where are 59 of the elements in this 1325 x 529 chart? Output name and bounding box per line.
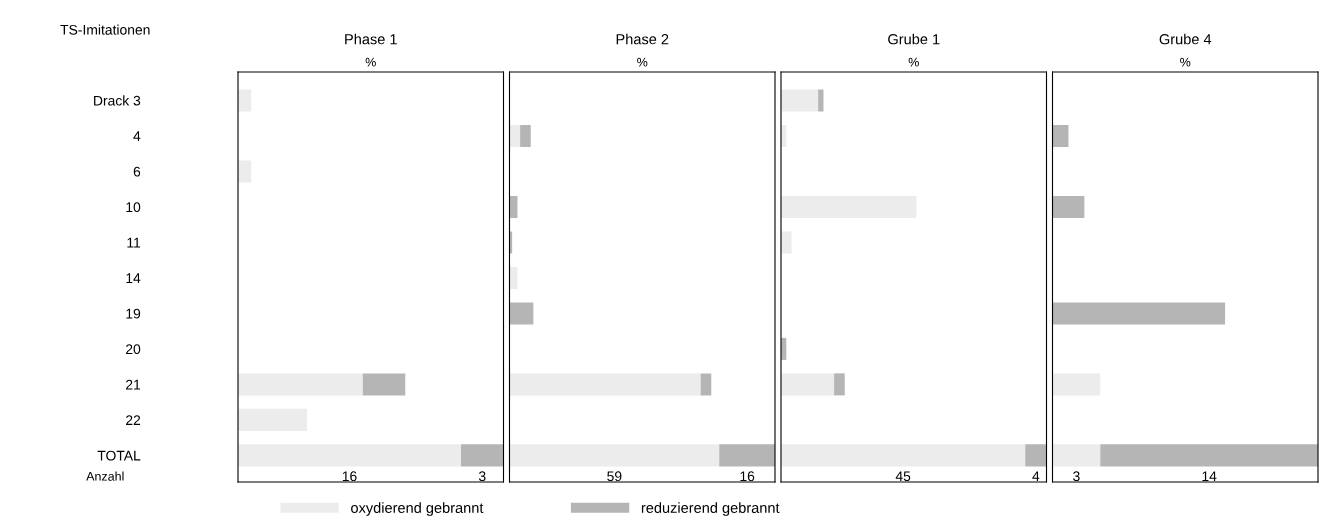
- annotation: 16: [740, 471, 755, 482]
- legend-label: reduzierend gebrannt: [641, 502, 780, 516]
- bar: [238, 160, 252, 183]
- x-axis-title: %: [908, 57, 919, 67]
- x-axis-title: %: [637, 57, 648, 67]
- bar: [1052, 444, 1101, 467]
- bar: [1025, 444, 1047, 467]
- bar: [1052, 124, 1069, 147]
- bar: [238, 444, 462, 467]
- bar: [238, 89, 252, 112]
- bar: [362, 373, 406, 396]
- y-tick-label: Drack 3: [94, 95, 141, 106]
- annotation: 4: [1032, 471, 1040, 481]
- bar: [238, 408, 308, 431]
- chart-title: Grube 1: [888, 33, 940, 45]
- annotation: 16: [342, 471, 357, 482]
- x-axis-title: %: [1180, 57, 1191, 67]
- x-axis-title: %: [365, 57, 376, 67]
- y-tick-label: 4: [133, 131, 141, 141]
- bar: [1052, 195, 1085, 218]
- bar: [834, 373, 845, 396]
- bar: [781, 195, 917, 218]
- text: Anzahl: [86, 471, 124, 481]
- bar: [781, 231, 792, 254]
- bar: [238, 373, 363, 396]
- y-tick-label: TOTAL: [97, 450, 141, 461]
- bar: [461, 444, 504, 467]
- annotation: 14: [1202, 471, 1217, 481]
- y-tick-label: 19: [126, 308, 141, 319]
- y-tick-label: 22: [126, 415, 141, 425]
- bar: [781, 89, 819, 112]
- annotation: 45: [895, 471, 911, 482]
- annotation: 3: [1073, 471, 1080, 482]
- y-tick-label: 20: [126, 344, 141, 355]
- legend-label: oxydierend gebrannt: [351, 502, 484, 516]
- bar: [818, 89, 824, 112]
- y-tick-label: 10: [126, 202, 141, 213]
- bar: [509, 124, 521, 147]
- bar: [781, 444, 1026, 467]
- bar: [509, 444, 720, 467]
- chart-title: Grube 4: [1159, 33, 1212, 45]
- y-tick-label: 14: [126, 273, 141, 283]
- bar: [700, 373, 712, 396]
- bar: [509, 373, 701, 396]
- bar: [520, 124, 531, 147]
- y-tick-label: 11: [127, 237, 141, 248]
- bar: [1052, 302, 1226, 325]
- annotation: 59: [607, 471, 622, 482]
- y-tick-label: 21: [126, 379, 141, 390]
- chart-title: Phase 2: [616, 33, 669, 45]
- bar: [719, 444, 775, 467]
- bar: [1100, 444, 1318, 467]
- bar: [509, 302, 534, 325]
- y-axis-title: TS-Imitationen: [60, 24, 150, 35]
- bar: [781, 373, 835, 396]
- annotation: 3: [478, 471, 486, 482]
- bar: [1052, 373, 1101, 396]
- chart-title: Phase 1: [345, 33, 397, 45]
- y-tick-label: 6: [133, 166, 141, 177]
